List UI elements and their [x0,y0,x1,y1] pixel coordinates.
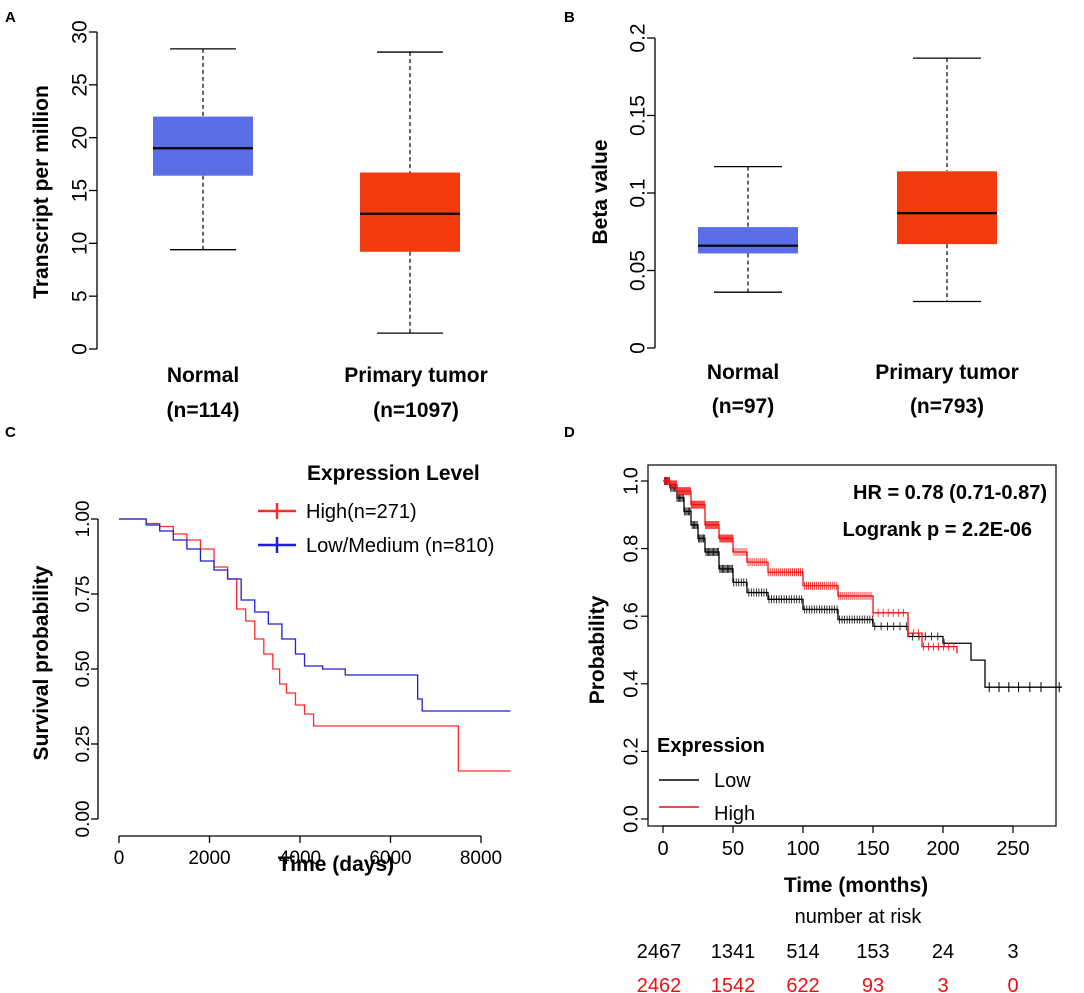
panel-c-y-tick-label: 0.50 [73,651,94,688]
panel-d-risk-title: number at risk [795,906,923,928]
panel-d-x-tick-label: 0 [657,838,668,860]
panel-d-risk-row-1-cell: 0 [1007,975,1018,993]
panel-label-a: A [5,9,16,26]
panel-a-group-0-name: Normal [167,364,239,387]
panel-d-series-1-curve [663,480,958,654]
panel-d-x-tick-label: 200 [926,838,959,860]
panel-b-y-tick-label: 0.1 [627,178,650,207]
panel-a-y-tick-label: 20 [69,126,92,149]
panel-d-risk-row-1-cell: 622 [786,975,819,993]
panel-c-y-tick-label: 0.00 [73,801,94,838]
panel-c-y-tick-label: 0.25 [73,726,94,763]
panel-b-group-1-n: (n=793) [910,395,984,418]
panel-a-group-0-box [153,116,253,176]
panel-d-series-0-curve [663,480,1062,688]
panel-d-risk-row-0-cell: 2467 [637,941,682,963]
panel-d-risk-row-1-cell: 1542 [711,975,756,993]
panel-label-c: C [5,424,16,441]
panel-c-legend-title: Expression Level [307,462,480,485]
panel-c-y-tick-label: 0.75 [73,576,94,613]
panel-b-boxplot: Beta value Normal (n=97) Primary tumor (… [589,23,1019,418]
panel-d-y-tick-label: 1.0 [620,467,642,495]
panel-c-series-1-curve [119,518,511,712]
panel-b-group-0-box [698,227,798,254]
panel-a-group-0-n: (n=114) [167,399,240,422]
panel-d-x-tick-label: 150 [856,838,889,860]
panel-c-x-tick-label: 6000 [369,848,411,869]
panel-a-group-1-box [360,172,460,252]
panel-d-legend-title: Expression [657,735,765,757]
panel-label-d: D [564,424,575,441]
panel-c-x-tick-label: 4000 [279,848,321,869]
panel-d-y-tick-label: 0.6 [620,602,642,630]
panel-c-ylabel: Survival probability [30,565,53,760]
panel-c-legend-high-label: High(n=271) [306,501,417,523]
panel-b-ylabel: Beta value [589,139,612,244]
panel-a-y-tick-label: 0 [69,343,92,355]
panel-a-y-tick-label: 10 [69,232,92,255]
panel-d-risk-row-0-cell: 1341 [711,941,756,963]
panel-c-legend-low: Low/Medium (n=810) [258,535,494,557]
panel-d-y-tick-label: 0.8 [620,535,642,563]
panel-a-y-tick-label: 15 [69,179,92,202]
panel-b-y-tick-label: 0.05 [627,250,650,291]
panel-d-y-tick-label: 0.0 [620,805,642,833]
panel-a-ylabel: Transcript per million [30,85,53,299]
panel-d-risk-row-0-cell: 153 [856,941,889,963]
panel-c-x-tick-label: 2000 [188,848,230,869]
panel-a-group-1-n: (n=1097) [373,399,459,422]
panel-b-group-1-name: Primary tumor [875,361,1019,384]
panel-d-y-tick-label: 0.4 [620,670,642,698]
panel-label-b: B [564,9,575,26]
panel-a-y-tick-label: 25 [69,73,92,96]
panel-d-hr: HR = 0.78 (0.71-0.87) [853,482,1047,504]
panel-b-group-1-box [897,171,997,245]
panel-c-x-tick-label: 0 [114,848,125,869]
panel-d-legend-low: Low [659,770,751,792]
panel-c-legend-low-label: Low/Medium (n=810) [306,535,494,557]
panel-b-y-tick-label: 0.2 [627,23,650,52]
panel-d-x-tick-label: 100 [786,838,819,860]
panel-c-km: Survival probability Time (days) Express… [30,462,511,876]
panel-d-y-tick-label: 0.2 [620,737,642,765]
panel-b-group-0-name: Normal [707,361,779,384]
panel-b-y-tick-label: 0.15 [627,95,650,136]
panel-d-logrank: Logrank p = 2.2E-06 [842,519,1032,541]
panel-d-km: Probability Time (months) HR = 0.78 (0.7… [586,464,1062,993]
panel-d-legend-low-label: Low [714,770,751,792]
panel-a-boxplot: Transcript per million Normal (n=114) Pr… [30,20,488,422]
panel-d-risk-row-1-cell: 93 [862,975,884,993]
panel-d-risk-row-0-cell: 3 [1007,941,1018,963]
panel-a-group-1-name: Primary tumor [344,364,488,387]
panel-d-risk-row-0-cell: 514 [786,941,819,963]
panel-d-legend-high: High [659,803,755,825]
panel-c-y-tick-label: 1.00 [73,501,94,538]
panel-a-y-tick-label: 30 [69,20,92,43]
panel-b-y-tick-label: 0 [627,342,650,354]
panel-d-risk-row-0-cell: 24 [932,941,954,963]
panel-c-legend-high: High(n=271) [258,501,417,523]
panel-a-y-tick-label: 5 [69,290,92,302]
panel-b-group-0-n: (n=97) [712,395,774,418]
panel-d-legend-high-label: High [714,803,755,825]
panel-d-ylabel: Probability [586,595,609,704]
panel-d-risk-row-1-cell: 3 [937,975,948,993]
panel-c-x-tick-label: 8000 [460,848,502,869]
panel-d-x-tick-label: 250 [996,838,1029,860]
panel-d-risk-row-1-cell: 2462 [637,975,682,993]
panel-d-xlabel: Time (months) [784,874,928,897]
panel-d-x-tick-label: 50 [722,838,744,860]
panel-c-xlabel: Time (days) [278,853,394,876]
